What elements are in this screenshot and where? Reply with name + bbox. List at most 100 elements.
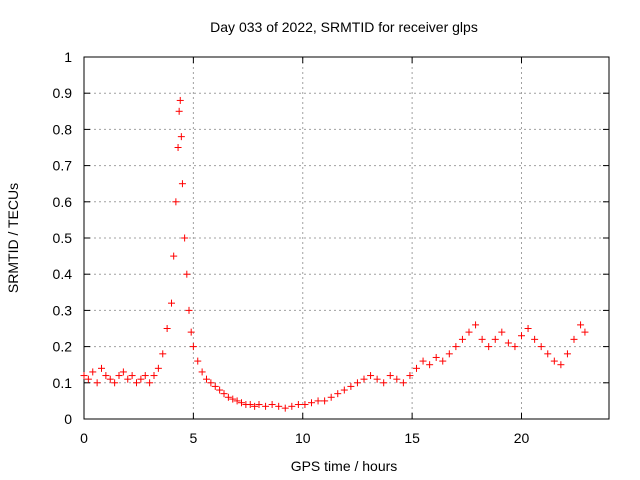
data-point <box>115 372 123 380</box>
data-point <box>563 350 571 358</box>
data-point <box>334 390 342 398</box>
x-tick-label: 10 <box>295 430 311 446</box>
grid-lines <box>84 57 609 419</box>
data-point <box>141 372 149 380</box>
data-point <box>176 96 184 104</box>
x-tick-label: 0 <box>80 430 88 446</box>
data-point <box>177 133 185 141</box>
data-point <box>445 350 453 358</box>
data-point <box>251 402 259 410</box>
data-point <box>550 357 558 365</box>
y-tick-label: 0.6 <box>53 194 73 210</box>
data-point <box>531 335 539 343</box>
y-tick-label: 0 <box>64 411 72 427</box>
data-point <box>537 343 545 351</box>
data-point <box>524 325 532 332</box>
y-tick-label: 0.4 <box>53 266 73 282</box>
data-point <box>458 335 466 343</box>
data-point <box>281 404 289 412</box>
data-point <box>268 401 276 409</box>
data-point <box>238 399 245 407</box>
data-point <box>439 357 447 365</box>
data-point <box>111 379 119 387</box>
data-point <box>581 328 589 336</box>
data-point <box>163 325 171 332</box>
data-point <box>189 343 197 351</box>
data-point <box>203 375 210 383</box>
data-point <box>452 343 460 351</box>
data-point <box>224 393 232 401</box>
data-point <box>128 372 136 380</box>
data-point <box>413 364 420 372</box>
data-point <box>172 198 180 206</box>
data-point <box>207 379 215 387</box>
data-point <box>308 399 315 407</box>
data-point <box>399 379 407 387</box>
y-tick-label: 0.1 <box>53 375 73 391</box>
data-point <box>133 379 140 387</box>
data-point <box>275 402 283 410</box>
data-point <box>168 299 175 307</box>
data-point <box>570 335 578 343</box>
chart-title: Day 033 of 2022, SRMTID for receiver glp… <box>210 19 478 35</box>
data-point <box>124 375 132 383</box>
data-point <box>393 375 401 383</box>
data-point <box>187 328 195 336</box>
data-point <box>102 372 110 380</box>
data-point <box>211 382 219 390</box>
data-point <box>175 107 183 115</box>
data-point <box>183 270 191 278</box>
x-tick-label: 20 <box>514 430 530 446</box>
y-tick-label: 0.7 <box>53 158 73 174</box>
data-point <box>491 335 499 343</box>
data-point <box>327 393 335 401</box>
y-tick-label: 0.9 <box>53 85 73 101</box>
data-point <box>504 339 512 347</box>
data-point <box>511 343 519 351</box>
data-point <box>485 343 493 351</box>
data-point <box>233 397 241 405</box>
data-point <box>154 364 162 372</box>
data-point <box>544 350 552 358</box>
y-tick-label: 0.8 <box>53 121 73 137</box>
data-point <box>498 328 506 336</box>
data-point <box>472 321 480 329</box>
y-axis-ticks: 0 0.1 0.2 0.3 0.4 0.5 0.6 0.7 0.8 0.9 1 <box>53 49 609 427</box>
y-tick-label: 0.3 <box>53 302 73 318</box>
data-point <box>373 375 381 383</box>
data-point <box>294 401 302 409</box>
data-point <box>220 390 228 398</box>
data-point <box>347 382 355 390</box>
data-point <box>146 379 154 387</box>
data-point <box>98 364 105 372</box>
data-points <box>80 96 589 412</box>
data-point <box>137 375 145 383</box>
data-point <box>229 395 237 403</box>
x-tick-label: 5 <box>189 430 197 446</box>
data-point <box>185 306 193 314</box>
data-point <box>288 402 296 410</box>
data-point <box>150 372 158 380</box>
data-point <box>419 357 427 365</box>
x-axis-label: GPS time / hours <box>291 458 398 474</box>
data-point <box>159 350 167 358</box>
x-axis-ticks: 0 5 10 15 20 <box>80 57 529 446</box>
data-point <box>360 375 368 383</box>
data-point <box>557 361 565 369</box>
y-tick-label: 0.5 <box>53 230 73 246</box>
data-point <box>181 234 189 242</box>
data-point <box>255 401 263 409</box>
data-point <box>170 252 178 260</box>
data-point <box>353 379 361 387</box>
data-point <box>84 375 92 383</box>
data-point <box>380 379 388 387</box>
y-tick-label: 1 <box>64 49 72 65</box>
data-point <box>119 368 127 376</box>
data-point <box>198 368 206 376</box>
data-point <box>93 379 101 387</box>
data-point <box>577 321 585 329</box>
data-point <box>246 401 254 409</box>
data-point <box>478 335 486 343</box>
data-point <box>314 397 322 405</box>
